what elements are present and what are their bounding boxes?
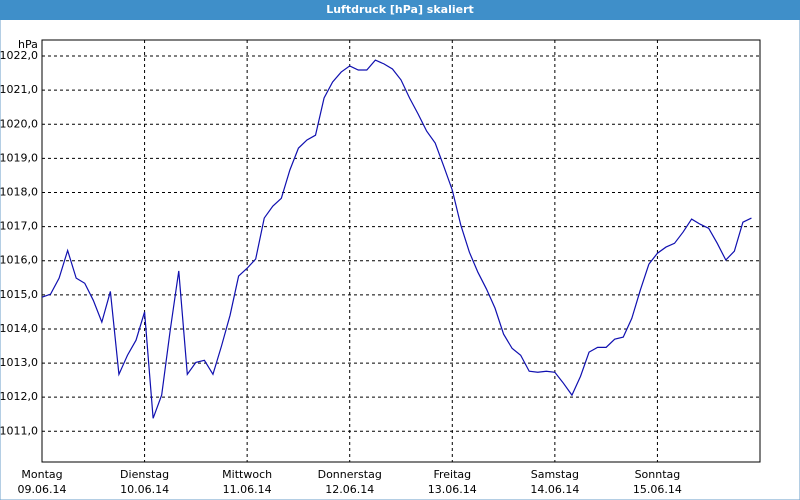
data-line — [41, 59, 752, 419]
x-tick-label: Dienstag — [120, 468, 169, 481]
y-tick-label: 1018,0 — [0, 185, 38, 198]
x-tick-date: 12.06.14 — [325, 483, 374, 496]
y-tick-label: 1021,0 — [0, 83, 38, 96]
title-bar — [0, 0, 800, 20]
x-tick-label: Mittwoch — [222, 468, 272, 481]
y-tick-label: 1013,0 — [0, 356, 38, 369]
x-tick-date: 15.06.14 — [633, 483, 682, 496]
y-tick-label: 1015,0 — [0, 288, 38, 301]
y-tick-label: 1016,0 — [0, 254, 38, 267]
x-tick-date: 11.06.14 — [223, 483, 272, 496]
y-tick-label: 1020,0 — [0, 117, 38, 130]
x-tick-label: Donnerstag — [318, 468, 382, 481]
x-tick-label: Samstag — [531, 468, 579, 481]
x-tick-date: 10.06.14 — [120, 483, 169, 496]
y-tick-label: 1017,0 — [0, 220, 38, 233]
y-tick-label: 1011,0 — [0, 424, 38, 437]
x-tick-label: Freitag — [433, 468, 471, 481]
y-tick-label: 1012,0 — [0, 390, 38, 403]
y-axis-label: hPa — [18, 38, 38, 51]
y-tick-label: 1022,0 — [0, 49, 38, 62]
x-tick-date: 13.06.14 — [428, 483, 477, 496]
y-tick-label: 1019,0 — [0, 151, 38, 164]
x-tick-label: Montag — [21, 468, 62, 481]
x-tick-label: Sonntag — [635, 468, 681, 481]
chart-title: Luftdruck [hPa] skaliert — [326, 3, 474, 16]
y-tick-label: 1014,0 — [0, 322, 38, 335]
x-tick-date: 09.06.14 — [18, 483, 67, 496]
x-tick-date: 14.06.14 — [530, 483, 579, 496]
